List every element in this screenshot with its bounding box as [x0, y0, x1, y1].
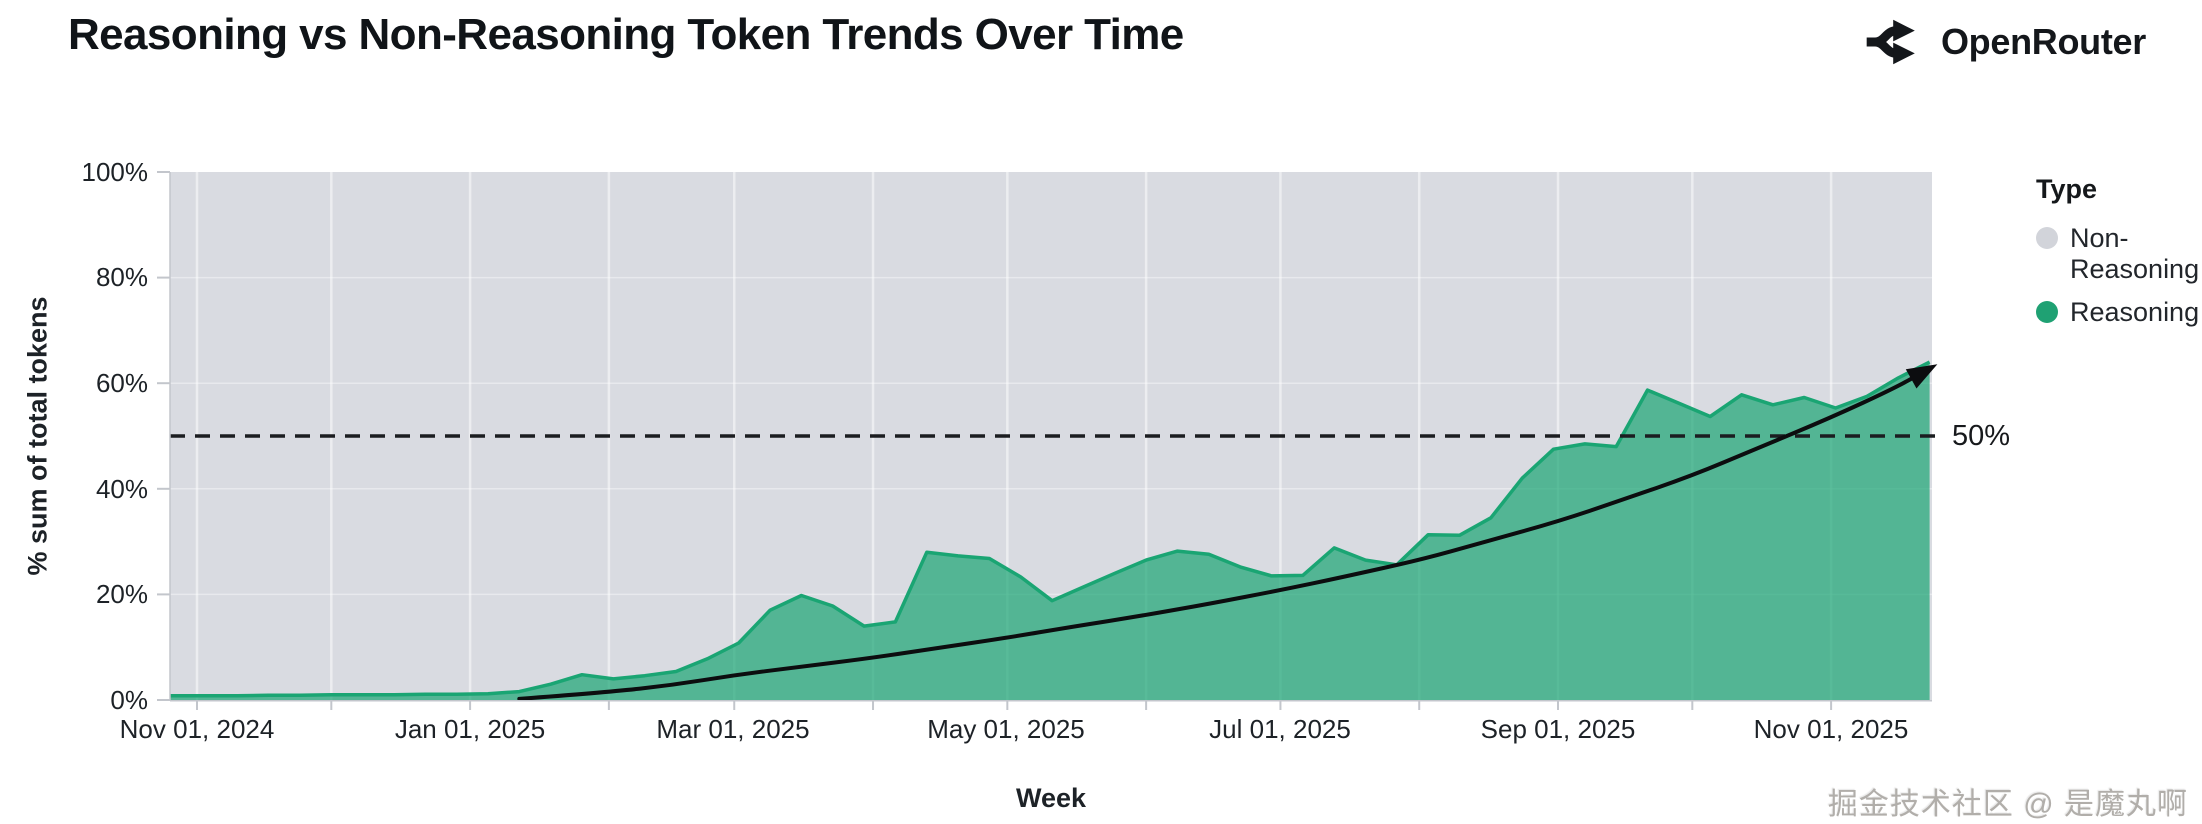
- x-tick-nov-2025: Nov 01, 2025: [1753, 714, 1909, 744]
- x-tick-mar-2025: Mar 01, 2025: [656, 714, 810, 744]
- x-tick-jul-2025: Jul 01, 2025: [1209, 714, 1351, 744]
- watermark: 掘金技术社区 @ 是魔丸啊: [1827, 788, 2188, 821]
- y-tick-100: 100%: [81, 157, 149, 187]
- x-tick-nov-2024: Nov 01, 2024: [119, 714, 275, 744]
- legend-item-reasoning[interactable]: Reasoning: [2036, 297, 2199, 328]
- reasoning-swatch-icon: [2036, 301, 2058, 323]
- y-tick-0: 0%: [110, 685, 148, 715]
- brand-name: OpenRouter: [1940, 21, 2146, 62]
- axis-ticks: [157, 171, 1932, 710]
- legend-title: Type: [2036, 174, 2098, 204]
- legend-item-label: Reasoning: [2070, 297, 2200, 327]
- fifty-percent-label: 50%: [1952, 420, 2011, 452]
- page-title: Reasoning vs Non-Reasoning Token Trends …: [68, 10, 1184, 59]
- y-axis-title: % sum of total tokens: [22, 296, 53, 576]
- x-tick-jan-2025: Jan 01, 2025: [394, 714, 546, 744]
- y-tick-60: 60%: [95, 368, 148, 398]
- x-tick-sep-2025: Sep 01, 2025: [1480, 714, 1636, 744]
- y-tick-40: 40%: [95, 474, 148, 504]
- x-axis-title: Week: [1015, 783, 1087, 813]
- y-tick-80: 80%: [95, 262, 148, 292]
- legend-item-non-reasoning[interactable]: Non-Reasoning: [2036, 223, 2199, 285]
- x-tick-may-2025: May 01, 2025: [927, 714, 1085, 744]
- brand[interactable]: OpenRouter: [1859, 12, 2146, 72]
- reasoning-area: [170, 360, 1931, 700]
- trend-arrowhead-icon: [1905, 364, 1938, 389]
- non-reasoning-swatch-icon: [2036, 227, 2058, 249]
- openrouter-logo-icon: [1866, 19, 1915, 65]
- y-tick-20: 20%: [95, 579, 148, 609]
- trend-arrow: [517, 364, 1938, 701]
- legend: Type Non-Reasoning Reasoning: [2036, 174, 2199, 340]
- legend-item-label: Non-Reasoning: [2070, 223, 2200, 284]
